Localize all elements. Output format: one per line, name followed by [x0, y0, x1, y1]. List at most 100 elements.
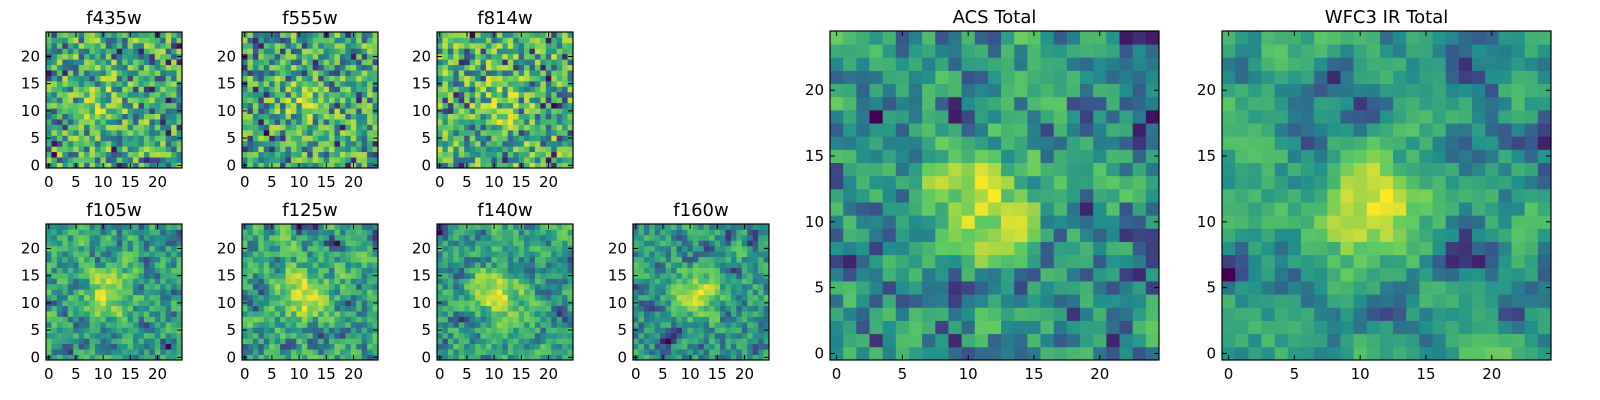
heatmap-cell-2 — [437, 119, 443, 125]
heatmap-cell-7 — [1027, 346, 1041, 361]
heatmap-cell-6 — [649, 354, 656, 361]
heatmap-cell-0 — [176, 32, 183, 38]
heatmap-cell-6 — [703, 224, 710, 230]
heatmap-cell-1 — [339, 113, 346, 120]
heatmap-cell-0 — [73, 135, 80, 142]
heatmap-cell-0 — [133, 119, 139, 125]
heatmap-cell-1 — [307, 151, 314, 158]
heatmap-cell-1 — [296, 113, 303, 120]
heatmap-cell-3 — [138, 240, 145, 247]
heatmap-cell-0 — [111, 146, 118, 153]
heatmap-cell-5 — [496, 343, 503, 350]
heatmap-cell-1 — [307, 108, 314, 114]
heatmap-cell-2 — [491, 151, 498, 158]
heatmap-cell-1 — [334, 113, 341, 120]
heatmap-cell-2 — [469, 162, 476, 169]
heatmap-cell-1 — [361, 80, 368, 87]
heatmap-cell-4 — [323, 283, 330, 290]
heatmap-cell-1 — [247, 119, 254, 125]
heatmap-cell-5 — [540, 256, 547, 263]
heatmap-cell-2 — [534, 48, 541, 55]
heatmap-cell-6 — [638, 289, 645, 296]
heatmap-cell-6 — [692, 327, 699, 334]
heatmap-cell-1 — [345, 135, 352, 142]
heatmap-cell-0 — [165, 80, 172, 87]
heatmap-cell-2 — [453, 162, 460, 169]
heatmap-cell-4 — [367, 278, 373, 285]
heatmap-cell-7 — [961, 281, 976, 295]
heatmap-cell-6 — [714, 294, 721, 301]
heatmap-cell-5 — [485, 229, 492, 236]
heatmap-cell-6 — [687, 332, 694, 339]
heatmap-cell-4 — [329, 256, 335, 263]
heatmap-cell-4 — [318, 343, 324, 350]
heatmap-cell-3 — [67, 321, 74, 328]
heatmap-cell-3 — [67, 327, 74, 334]
heatmap-cell-5 — [485, 332, 492, 339]
heatmap-cell-1 — [285, 119, 292, 125]
heatmap-cell-2 — [485, 102, 492, 109]
heatmap-cell-1 — [263, 59, 270, 66]
heatmap-cell-0 — [165, 64, 172, 71]
heatmap-cell-6 — [730, 251, 737, 258]
heatmap-cell-6 — [698, 256, 705, 263]
heatmap-cell-5 — [469, 321, 476, 328]
heatmap-cell-0 — [89, 37, 96, 44]
heatmap-cell-2 — [551, 162, 558, 169]
heatmap-cell-3 — [176, 267, 183, 274]
heatmap-cell-0 — [171, 162, 177, 169]
heatmap-cell-2 — [545, 53, 552, 60]
heatmap-cell-1 — [285, 53, 292, 60]
heatmap-cell-7 — [843, 281, 857, 295]
heatmap-cell-5 — [518, 234, 525, 241]
heatmap-cell-3 — [171, 321, 177, 328]
heatmap-cell-3 — [100, 321, 107, 328]
heatmap-cell-2 — [545, 75, 552, 82]
heatmap-cell-4 — [290, 245, 297, 252]
heatmap-cell-1 — [356, 162, 363, 169]
heatmap-cell-3 — [171, 305, 177, 312]
heatmap-cell-4 — [356, 224, 363, 230]
heatmap-cell-1 — [269, 146, 276, 153]
heatmap-cell-1 — [252, 102, 259, 109]
heatmap-cell-4 — [339, 300, 346, 306]
heatmap-cell-7 — [895, 294, 910, 308]
heatmap-cell-0 — [46, 124, 52, 131]
heatmap-cell-4 — [258, 278, 265, 285]
heatmap-cell-7 — [1080, 228, 1094, 242]
heatmap-cell-3 — [149, 234, 156, 241]
heatmap-cell-1 — [274, 129, 281, 136]
heatmap-cell-4 — [312, 234, 319, 241]
heatmap-cell-7 — [935, 307, 949, 321]
heatmap-cell-6 — [654, 224, 661, 230]
heatmap-cell-2 — [496, 37, 503, 44]
heatmap-cell-2 — [447, 135, 454, 142]
heatmap-cell-5 — [491, 311, 498, 317]
heatmap-cell-2 — [524, 59, 530, 66]
heatmap-cell-2 — [447, 53, 454, 60]
heatmap-cell-7 — [1132, 294, 1147, 308]
heatmap-cell-5 — [507, 343, 514, 350]
heatmap-cell-2 — [453, 70, 460, 76]
heatmap-cell-6 — [747, 338, 754, 345]
heatmap-cell-0 — [84, 53, 90, 60]
heatmap-cell-5 — [496, 224, 503, 230]
heatmap-cell-0 — [67, 162, 74, 169]
heatmap-cell-4 — [274, 321, 281, 328]
heatmap-cell-7 — [1014, 202, 1028, 216]
heatmap-cell-0 — [176, 70, 183, 76]
heatmap-cell-6 — [676, 240, 683, 247]
heatmap-cell-5 — [524, 245, 530, 252]
heatmap-cell-3 — [105, 349, 112, 355]
heatmap-cell-2 — [551, 108, 558, 114]
heatmap-cell-0 — [171, 140, 177, 147]
heatmap-cell-1 — [263, 129, 270, 136]
heatmap-cell-6 — [643, 300, 650, 306]
heatmap-cell-5 — [524, 256, 530, 263]
heatmap-cell-0 — [56, 64, 63, 71]
heatmap-cell-7 — [1080, 241, 1094, 256]
heatmap-cell-5 — [551, 311, 558, 317]
heatmap-cell-2 — [556, 119, 563, 125]
heatmap-cell-3 — [94, 267, 101, 274]
heatmap-cell-6 — [676, 332, 683, 339]
